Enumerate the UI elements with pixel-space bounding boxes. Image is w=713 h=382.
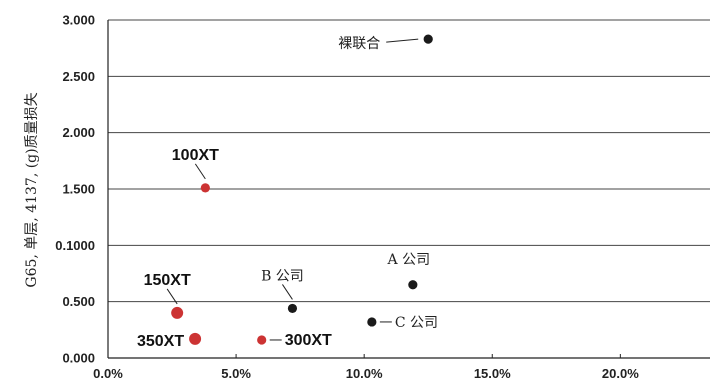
x-tick-labels: 0.0% 5.0% 10.0% 15.0% 20.0%	[93, 366, 639, 381]
y-tick-label: 2.000	[62, 125, 95, 140]
y-tick-labels: 0.000 0.500 0.1000 1.500 2.000 2.500 3.000	[55, 13, 95, 366]
data-point	[367, 317, 377, 327]
label-leader-line	[194, 163, 206, 180]
data-point-group: 100XT	[172, 147, 219, 193]
y-tick-label: 0.500	[62, 294, 95, 309]
label-leader-line	[166, 288, 178, 305]
data-point-group: B 公司	[261, 268, 304, 314]
data-point	[200, 183, 210, 193]
data-point	[189, 332, 202, 345]
data-point-label: 350XT	[137, 333, 184, 350]
data-point	[287, 303, 298, 314]
label-leader-line	[386, 38, 419, 43]
data-point	[171, 306, 184, 319]
axes	[107, 20, 710, 359]
x-tick-label: 15.0%	[474, 366, 511, 381]
y-tick-label: 0.1000	[55, 238, 95, 253]
data-point-group: 350XT	[137, 332, 202, 350]
x-tick-label: 20.0%	[602, 366, 639, 381]
y-tick-label: 0.000	[62, 351, 95, 366]
data-point-label: 裸联合	[338, 36, 380, 52]
data-point	[423, 34, 433, 44]
x-tick-label: 0.0%	[93, 366, 123, 381]
data-point-label: C 公司	[395, 315, 438, 331]
data-points: 裸联合 100XT A 公司 B 公司 150XT C 公司 350XT 300XT	[137, 34, 438, 350]
data-point-label: 100XT	[172, 147, 219, 164]
y-axis-label: G65, 单层, 4137, (g)质量损失	[24, 92, 40, 287]
data-point-label: 300XT	[285, 332, 332, 349]
y-tick-label: 3.000	[62, 13, 95, 28]
data-point-label: 150XT	[144, 272, 191, 289]
y-tick-label: 2.500	[62, 69, 95, 84]
data-point	[408, 280, 418, 290]
data-point-group: 300XT	[257, 332, 332, 349]
label-leader-line	[282, 284, 293, 300]
x-tick-label: 5.0%	[221, 366, 251, 381]
data-point-group: 150XT	[144, 272, 191, 319]
data-point-group: A 公司	[387, 252, 431, 290]
data-point-group: 裸联合	[338, 34, 433, 52]
data-point-group: C 公司	[367, 315, 438, 331]
data-point-label: A 公司	[387, 252, 431, 268]
data-point	[257, 335, 267, 345]
y-tick-label: 1.500	[62, 182, 95, 197]
x-tick-label: 10.0%	[346, 366, 383, 381]
data-point-label: B 公司	[261, 268, 304, 284]
